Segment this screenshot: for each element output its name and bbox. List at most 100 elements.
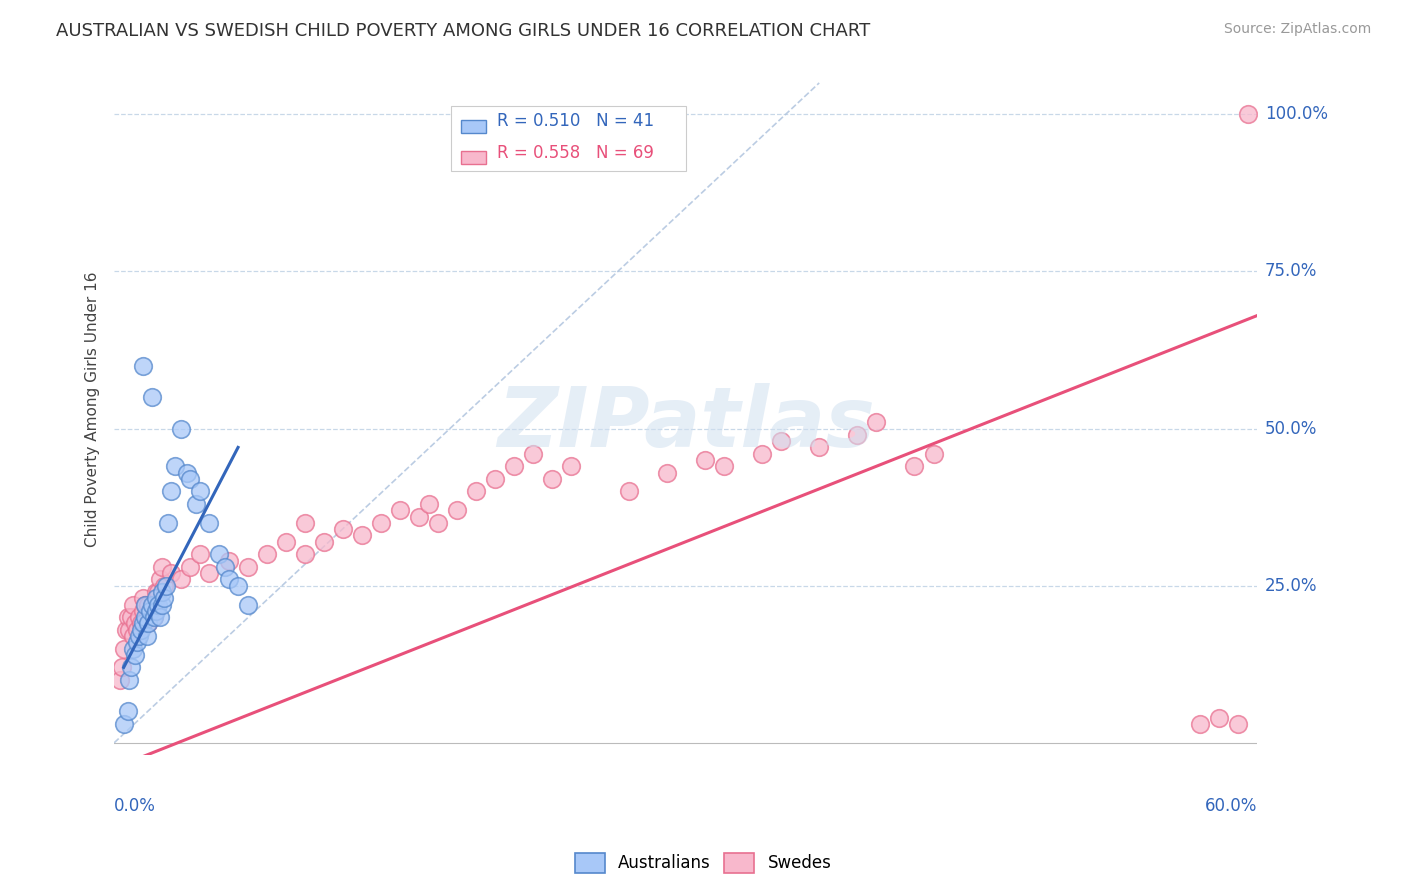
Point — [693, 453, 716, 467]
Point — [198, 516, 221, 530]
Point — [865, 415, 887, 429]
Point — [108, 673, 131, 687]
Point — [141, 598, 163, 612]
Point — [118, 623, 141, 637]
Text: 25.0%: 25.0% — [1265, 576, 1317, 595]
Point — [446, 503, 468, 517]
Point — [503, 459, 526, 474]
Point — [135, 629, 157, 643]
Text: 75.0%: 75.0% — [1265, 262, 1317, 280]
Point — [1208, 711, 1230, 725]
Point — [120, 610, 142, 624]
Point — [125, 635, 148, 649]
Point — [465, 484, 488, 499]
Point — [149, 573, 172, 587]
Point — [112, 717, 135, 731]
Point — [122, 598, 145, 612]
Point — [132, 616, 155, 631]
Point — [214, 559, 236, 574]
Y-axis label: Child Poverty Among Girls Under 16: Child Poverty Among Girls Under 16 — [86, 272, 100, 548]
Point — [218, 573, 240, 587]
Point — [145, 604, 167, 618]
Point — [134, 598, 156, 612]
Point — [522, 447, 544, 461]
Point — [125, 623, 148, 637]
Point — [132, 591, 155, 606]
Point — [274, 534, 297, 549]
Point — [150, 598, 173, 612]
Point — [128, 610, 150, 624]
Text: R = 0.558   N = 69: R = 0.558 N = 69 — [498, 144, 654, 161]
Point — [165, 459, 187, 474]
Point — [143, 610, 166, 624]
Point — [1189, 717, 1212, 731]
Text: Source: ZipAtlas.com: Source: ZipAtlas.com — [1223, 22, 1371, 37]
Point — [143, 610, 166, 624]
Point — [118, 673, 141, 687]
Point — [770, 434, 793, 449]
Point — [141, 390, 163, 404]
Point — [617, 484, 640, 499]
Point — [128, 629, 150, 643]
Point — [145, 585, 167, 599]
Text: 0.0%: 0.0% — [114, 797, 156, 814]
Point — [389, 503, 412, 517]
Point — [135, 610, 157, 624]
Point — [150, 585, 173, 599]
Point — [160, 566, 183, 580]
Point — [560, 459, 582, 474]
Point — [418, 497, 440, 511]
Point — [350, 528, 373, 542]
Text: 50.0%: 50.0% — [1265, 419, 1317, 438]
Point — [1227, 717, 1250, 731]
Point — [208, 547, 231, 561]
Point — [156, 516, 179, 530]
Point — [112, 641, 135, 656]
Point — [179, 472, 201, 486]
Point — [188, 547, 211, 561]
Point — [146, 598, 169, 612]
FancyBboxPatch shape — [461, 151, 485, 164]
FancyBboxPatch shape — [451, 105, 686, 171]
Point — [152, 579, 174, 593]
Point — [141, 598, 163, 612]
Point — [370, 516, 392, 530]
Point — [294, 516, 316, 530]
Point — [541, 472, 564, 486]
Text: AUSTRALIAN VS SWEDISH CHILD POVERTY AMONG GIRLS UNDER 16 CORRELATION CHART: AUSTRALIAN VS SWEDISH CHILD POVERTY AMON… — [56, 22, 870, 40]
Point — [160, 484, 183, 499]
Point — [332, 522, 354, 536]
Point — [184, 497, 207, 511]
Point — [198, 566, 221, 580]
Legend: Australians, Swedes: Australians, Swedes — [568, 847, 838, 880]
Point — [294, 547, 316, 561]
Point — [170, 421, 193, 435]
Point — [655, 466, 678, 480]
Point — [134, 598, 156, 612]
Point — [256, 547, 278, 561]
Point — [111, 660, 134, 674]
Point — [427, 516, 450, 530]
Point — [808, 441, 831, 455]
Text: ZIPatlas: ZIPatlas — [496, 383, 875, 464]
Point — [117, 704, 139, 718]
Point — [236, 559, 259, 574]
Point — [150, 559, 173, 574]
Point — [139, 604, 162, 618]
Text: 60.0%: 60.0% — [1205, 797, 1257, 814]
Point — [312, 534, 335, 549]
Point — [145, 591, 167, 606]
Point — [922, 447, 945, 461]
Point — [132, 359, 155, 373]
Point — [846, 427, 869, 442]
Point — [139, 604, 162, 618]
Point — [120, 660, 142, 674]
Point — [408, 509, 430, 524]
Point — [138, 616, 160, 631]
Point — [122, 641, 145, 656]
Point — [179, 559, 201, 574]
Point — [146, 585, 169, 599]
Text: 100.0%: 100.0% — [1265, 105, 1329, 123]
Point — [122, 629, 145, 643]
Text: R = 0.510   N = 41: R = 0.510 N = 41 — [498, 112, 654, 130]
